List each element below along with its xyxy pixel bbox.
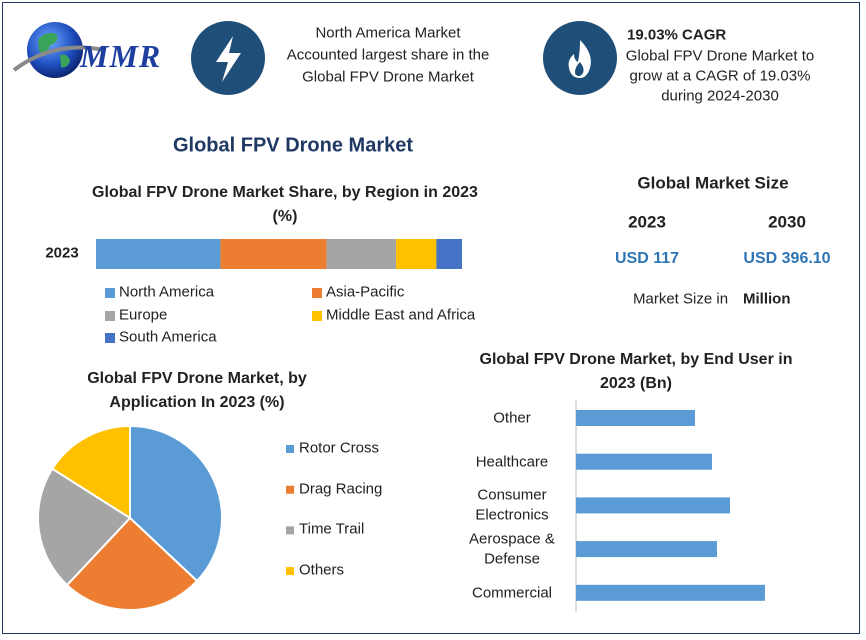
legend-label: Asia-Pacific [326,283,405,301]
category-label: Consumer Electronics [475,486,549,524]
year-label: 2030 [768,212,806,232]
category-label: Commercial [471,584,552,602]
legend-label: Others [299,561,345,579]
legend-label: Middle East and Africa [326,306,476,324]
highlight-text: North America Market [315,24,461,42]
chart-title: Global FPV Drone Market, by Application … [87,370,307,411]
legend-swatch [286,445,294,453]
lightning-icon [191,21,265,95]
category-label: Other [493,409,531,427]
chart-title: Global FPV Drone Market, by End User in … [479,351,793,392]
cagr-text: during 2024-2030 [661,87,779,105]
legend-swatch [105,311,115,321]
bar [576,410,695,426]
market-size-title: Global Market Size [637,173,789,193]
main-title: Global FPV Drone Market [172,134,414,157]
highlight-text: Global FPV Drone Market [302,68,474,86]
market-value: USD 117 [614,250,680,267]
legend-label: Europe [119,306,168,324]
bar-segment [396,239,437,269]
category-label: Healthcare [475,452,549,470]
bar [576,541,717,558]
pie-slice [50,424,131,520]
pie-slice [129,424,223,583]
year-label: 2023 [628,212,666,232]
legend-label: Time Trail [299,521,365,539]
bar [576,497,730,514]
bar-segment [436,239,462,269]
legend-label: Drag Racing [299,480,383,498]
legend-swatch [105,333,115,343]
cagr-text: grow at a CAGR of 19.03% [629,67,811,85]
bar [576,453,712,470]
bar [576,584,765,601]
cagr-text: Global FPV Drone Market to [625,47,815,65]
bar-segment [96,239,221,269]
highlight-text: Accounted largest share in the [286,46,490,64]
category-label: 2023 [45,244,79,262]
chart-title: Global FPV Drone Market Share, by Region… [92,184,478,225]
market-size-unit: Million [743,290,791,308]
category-label: Aerospace & Defense [469,530,555,568]
flame-icon [543,21,617,95]
pie-slice [65,516,199,611]
legend-swatch [312,311,322,321]
market-size-note: Market Size in [633,290,729,308]
bar-segment [220,239,327,269]
legend-swatch [286,567,294,576]
pie-slice [37,467,132,587]
bar-segment [326,239,397,269]
legend-swatch [312,288,322,298]
legend-label: South America [119,328,217,346]
frame [2,2,860,634]
market-value: USD 396.10 [743,250,831,267]
legend-swatch [286,485,294,494]
legend-swatch [105,288,115,298]
logo-globe [12,22,105,78]
legend-swatch [286,526,294,535]
logo-text: MMR [80,38,162,74]
legend-label: North America [119,283,215,301]
legend-label: Rotor Cross [299,439,380,457]
cagr-title: 19.03% CAGR [627,26,727,44]
